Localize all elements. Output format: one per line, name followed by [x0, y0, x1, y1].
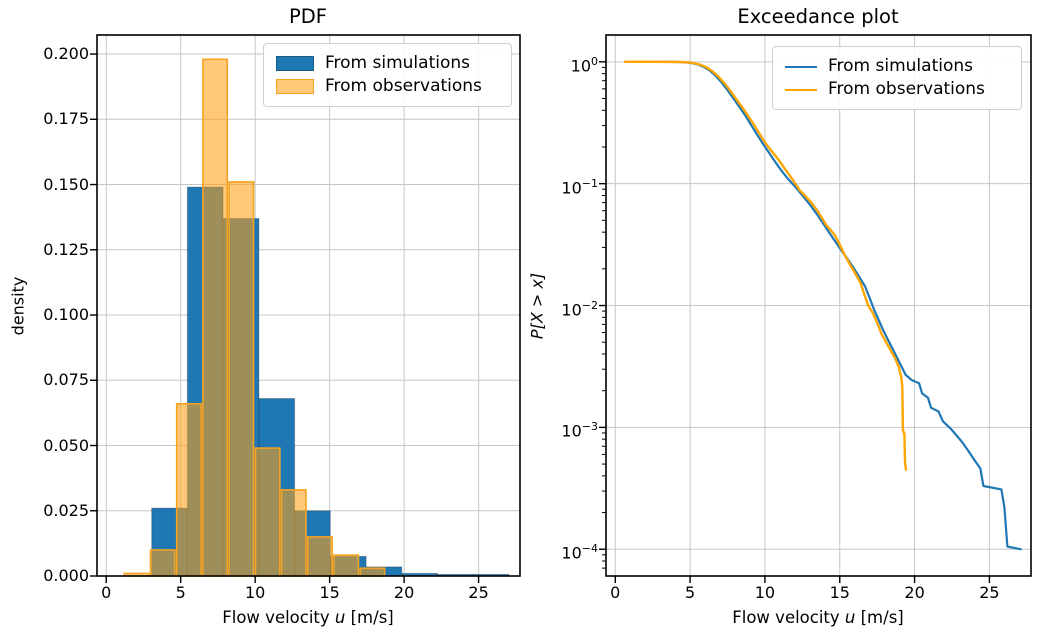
pdf-title: PDF	[289, 5, 327, 28]
simulations-line-sample	[785, 65, 817, 68]
x-tick-label: 25	[979, 583, 1000, 602]
y-tick-label: 0.100	[43, 305, 89, 325]
y-tick-label: 10−2	[561, 298, 598, 319]
x-tick-label: 10	[754, 583, 776, 602]
y-tick-label: 0.025	[43, 500, 89, 520]
x-tick-label: 15	[319, 583, 340, 602]
legend-label-simulations: From simulations	[828, 56, 973, 76]
exceedance-xlabel-prefix: Flow velocity	[732, 608, 845, 627]
histogram-bar-observations	[280, 489, 307, 577]
histogram-bar-observations	[149, 549, 176, 577]
histogram-bar-observations	[306, 536, 333, 577]
legend-entry-simulations: From simulations	[276, 52, 499, 75]
y-tick-label: 10−3	[561, 420, 598, 441]
y-tick-label: 100	[570, 54, 598, 76]
exceedance-xaxis-label: Flow velocity u [m/s]	[732, 608, 903, 627]
histogram-bar-observations	[254, 447, 281, 577]
y-tick-label: 0.050	[43, 435, 89, 455]
y-tick-label: 10−4	[561, 542, 598, 563]
legend-label-observations: From observations	[325, 76, 482, 96]
pdf-legend: From simulations From observations	[263, 43, 512, 107]
x-tick-label: 5	[175, 583, 186, 602]
x-tick-label: 15	[829, 583, 850, 602]
x-tick-label: 0	[101, 583, 112, 602]
legend-label-observations: From observations	[828, 79, 985, 99]
simulations-color-patch	[276, 56, 314, 71]
histogram-bar-observations	[175, 402, 202, 577]
y-tick-label: 0.175	[43, 109, 89, 129]
x-tick-label: 20	[904, 583, 925, 602]
x-tick-label: 10	[244, 583, 266, 602]
pdf-xlabel-symbol: u	[334, 608, 346, 627]
x-tick-label: 25	[468, 583, 489, 602]
pdf-xaxis-label: Flow velocity u [m/s]	[222, 608, 393, 627]
x-tick-label: 5	[685, 583, 696, 602]
legend-entry-observations: From observations	[276, 75, 499, 98]
y-tick-label: 10−1	[561, 176, 598, 197]
y-tick-label: 0.200	[43, 44, 89, 64]
x-tick-label: 0	[610, 583, 621, 602]
histogram-bar-observations	[333, 554, 360, 577]
exceedance-xlabel-symbol: u	[844, 608, 856, 627]
y-tick-label: 0.125	[43, 239, 89, 259]
histogram-bar-observations	[359, 567, 386, 577]
observations-color-patch	[276, 79, 314, 94]
legend-entry-observations: From observations	[785, 78, 1009, 101]
legend-label-simulations: From simulations	[325, 53, 470, 73]
pdf-xlabel-prefix: Flow velocity	[222, 608, 335, 627]
exceedance-xlabel-suffix: [m/s]	[855, 608, 904, 627]
observations-line-sample	[785, 88, 817, 91]
y-tick-label: 0.150	[43, 174, 89, 194]
histogram-bar-observations	[228, 181, 255, 577]
histogram-bar-observations	[202, 58, 229, 577]
axes-frame	[96, 34, 521, 577]
y-tick-label: 0.075	[43, 370, 89, 390]
pdf-xlabel-suffix: [m/s]	[345, 608, 394, 627]
y-tick-label: 0.000	[43, 566, 89, 585]
exceedance-line-observations	[623, 60, 908, 471]
x-tick-label: 20	[393, 583, 415, 602]
exceedance-title: Exceedance plot	[737, 5, 899, 28]
legend-entry-simulations: From simulations	[785, 55, 1009, 78]
exceedance-legend: From simulations From observations	[772, 46, 1022, 110]
